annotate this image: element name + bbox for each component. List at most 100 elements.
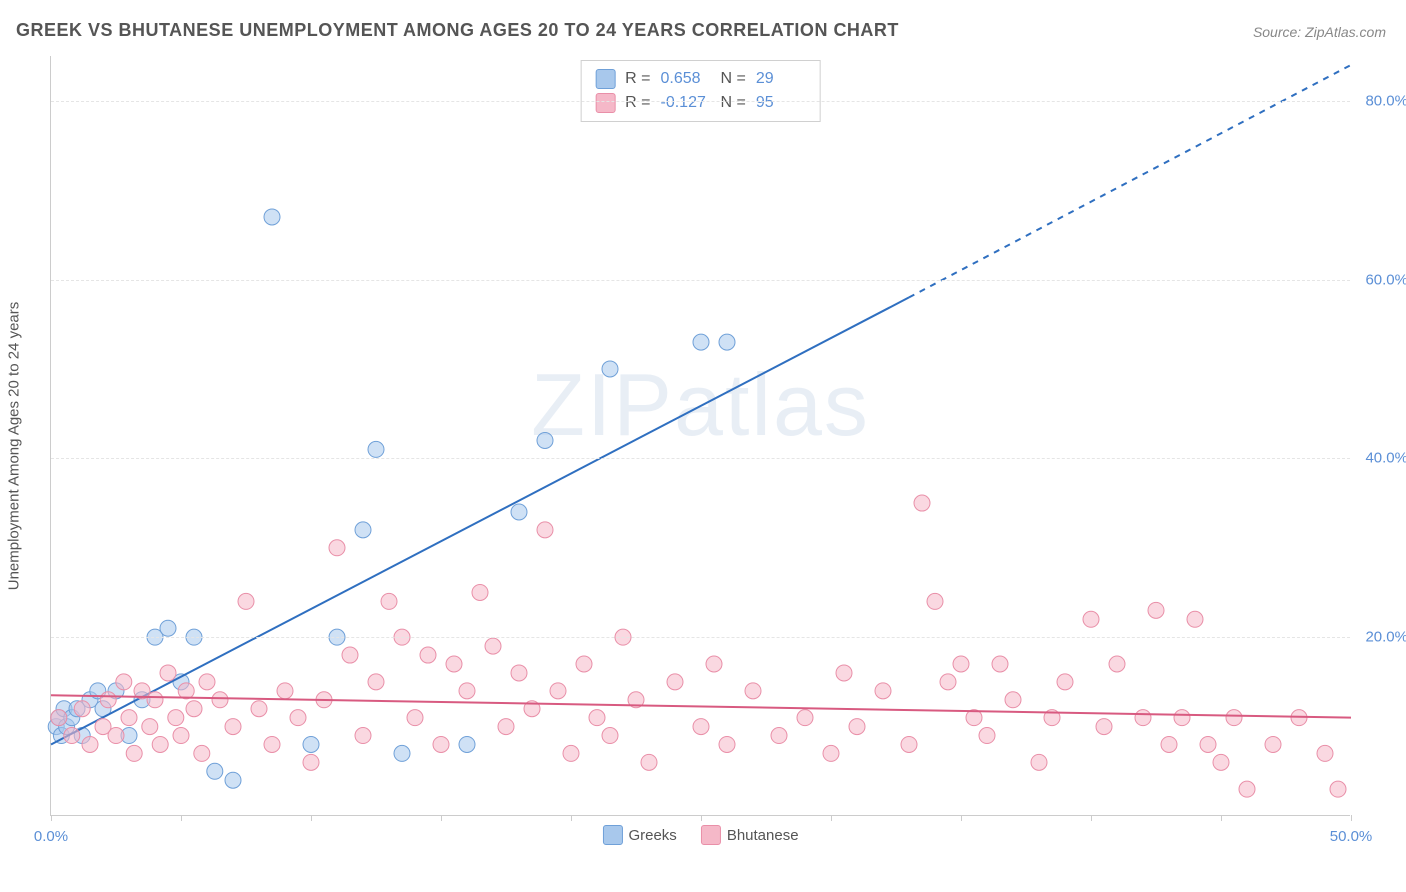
data-point: [1187, 611, 1203, 627]
data-point: [498, 719, 514, 735]
data-point: [394, 745, 410, 761]
data-point: [1265, 736, 1281, 752]
r-label: R =: [625, 91, 650, 115]
data-point: [537, 522, 553, 538]
x-tick: [51, 815, 52, 821]
data-point: [1239, 781, 1255, 797]
data-point: [108, 728, 124, 744]
data-point: [420, 647, 436, 663]
data-point: [459, 683, 475, 699]
data-point: [1109, 656, 1125, 672]
x-tick: [441, 815, 442, 821]
legend-item-bhutanese: Bhutanese: [701, 825, 799, 845]
data-point: [914, 495, 930, 511]
data-point: [485, 638, 501, 654]
gridline: [51, 637, 1350, 638]
data-point: [116, 674, 132, 690]
data-point: [927, 593, 943, 609]
data-point: [1057, 674, 1073, 690]
data-point: [160, 665, 176, 681]
data-point: [719, 334, 735, 350]
data-point: [51, 710, 67, 726]
data-point: [823, 745, 839, 761]
data-point: [342, 647, 358, 663]
y-tick-label: 60.0%: [1356, 271, 1406, 288]
data-point: [238, 593, 254, 609]
data-point: [1226, 710, 1242, 726]
data-point: [511, 665, 527, 681]
y-tick-label: 40.0%: [1356, 450, 1406, 467]
data-point: [194, 745, 210, 761]
data-point: [147, 692, 163, 708]
data-point: [173, 728, 189, 744]
data-point: [641, 754, 657, 770]
data-point: [126, 745, 142, 761]
data-point: [74, 701, 90, 717]
data-point: [368, 441, 384, 457]
r-label: R =: [625, 67, 650, 91]
x-tick-label: 0.0%: [34, 828, 68, 845]
gridline: [51, 458, 1350, 459]
data-point: [1317, 745, 1333, 761]
data-point: [64, 728, 80, 744]
data-point: [368, 674, 384, 690]
n-label: N =: [721, 67, 746, 91]
x-tick: [311, 815, 312, 821]
legend-swatch-bhutanese: [701, 825, 721, 845]
y-tick-label: 20.0%: [1356, 629, 1406, 646]
data-point: [589, 710, 605, 726]
data-point: [433, 736, 449, 752]
data-point: [100, 692, 116, 708]
data-point: [901, 736, 917, 752]
data-point: [563, 745, 579, 761]
x-tick: [1221, 815, 1222, 821]
data-point: [407, 710, 423, 726]
data-point: [576, 656, 592, 672]
y-tick-label: 80.0%: [1356, 92, 1406, 109]
data-point: [602, 361, 618, 377]
data-point: [303, 736, 319, 752]
data-point: [168, 710, 184, 726]
data-point: [207, 763, 223, 779]
data-point: [1005, 692, 1021, 708]
data-point: [355, 728, 371, 744]
legend-swatch-greeks: [602, 825, 622, 845]
data-point: [667, 674, 683, 690]
legend-row-greeks: R = 0.658 N = 29: [595, 67, 806, 91]
data-point: [459, 736, 475, 752]
series-legend: Greeks Bhutanese: [602, 825, 798, 845]
legend-row-bhutanese: R = -0.127 N = 95: [595, 91, 806, 115]
data-point: [446, 656, 462, 672]
data-point: [82, 736, 98, 752]
data-point: [186, 701, 202, 717]
x-tick: [181, 815, 182, 821]
data-point: [719, 736, 735, 752]
n-value-greeks: 29: [756, 67, 806, 91]
data-point: [355, 522, 371, 538]
chart-title: GREEK VS BHUTANESE UNEMPLOYMENT AMONG AG…: [16, 20, 899, 41]
legend-item-greeks: Greeks: [602, 825, 676, 845]
x-tick: [1091, 815, 1092, 821]
data-point: [953, 656, 969, 672]
data-point: [550, 683, 566, 699]
data-point: [992, 656, 1008, 672]
r-value-greeks: 0.658: [661, 67, 711, 91]
data-point: [142, 719, 158, 735]
data-point: [290, 710, 306, 726]
data-point: [745, 683, 761, 699]
data-point: [264, 209, 280, 225]
data-point: [199, 674, 215, 690]
data-point: [1031, 754, 1047, 770]
data-point: [178, 683, 194, 699]
legend-label-greeks: Greeks: [628, 827, 676, 844]
data-point: [1135, 710, 1151, 726]
x-tick-label: 50.0%: [1330, 828, 1373, 845]
chart-plot-area: ZIPatlas R = 0.658 N = 29 R = -0.127 N =…: [50, 56, 1350, 816]
data-point: [160, 620, 176, 636]
data-point: [771, 728, 787, 744]
x-tick: [571, 815, 572, 821]
data-point: [152, 736, 168, 752]
data-point: [1096, 719, 1112, 735]
x-tick: [961, 815, 962, 821]
x-tick: [701, 815, 702, 821]
